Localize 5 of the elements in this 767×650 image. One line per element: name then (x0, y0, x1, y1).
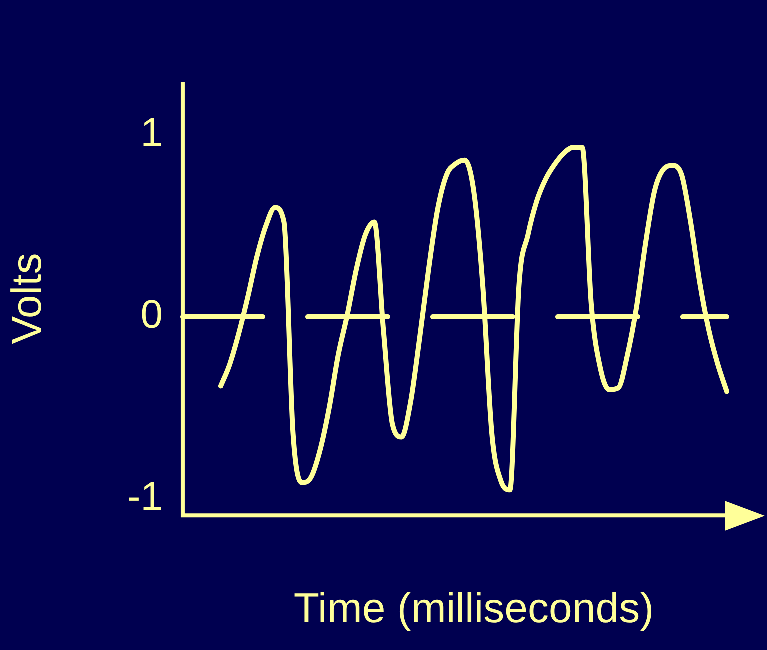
x-axis-title: Time (milliseconds) (294, 584, 654, 632)
y-tick-label: 0 (140, 293, 163, 338)
y-axis-title: Volts (2, 253, 50, 344)
y-tick-label: -1 (127, 475, 163, 520)
y-tick-label: 1 (140, 110, 163, 155)
